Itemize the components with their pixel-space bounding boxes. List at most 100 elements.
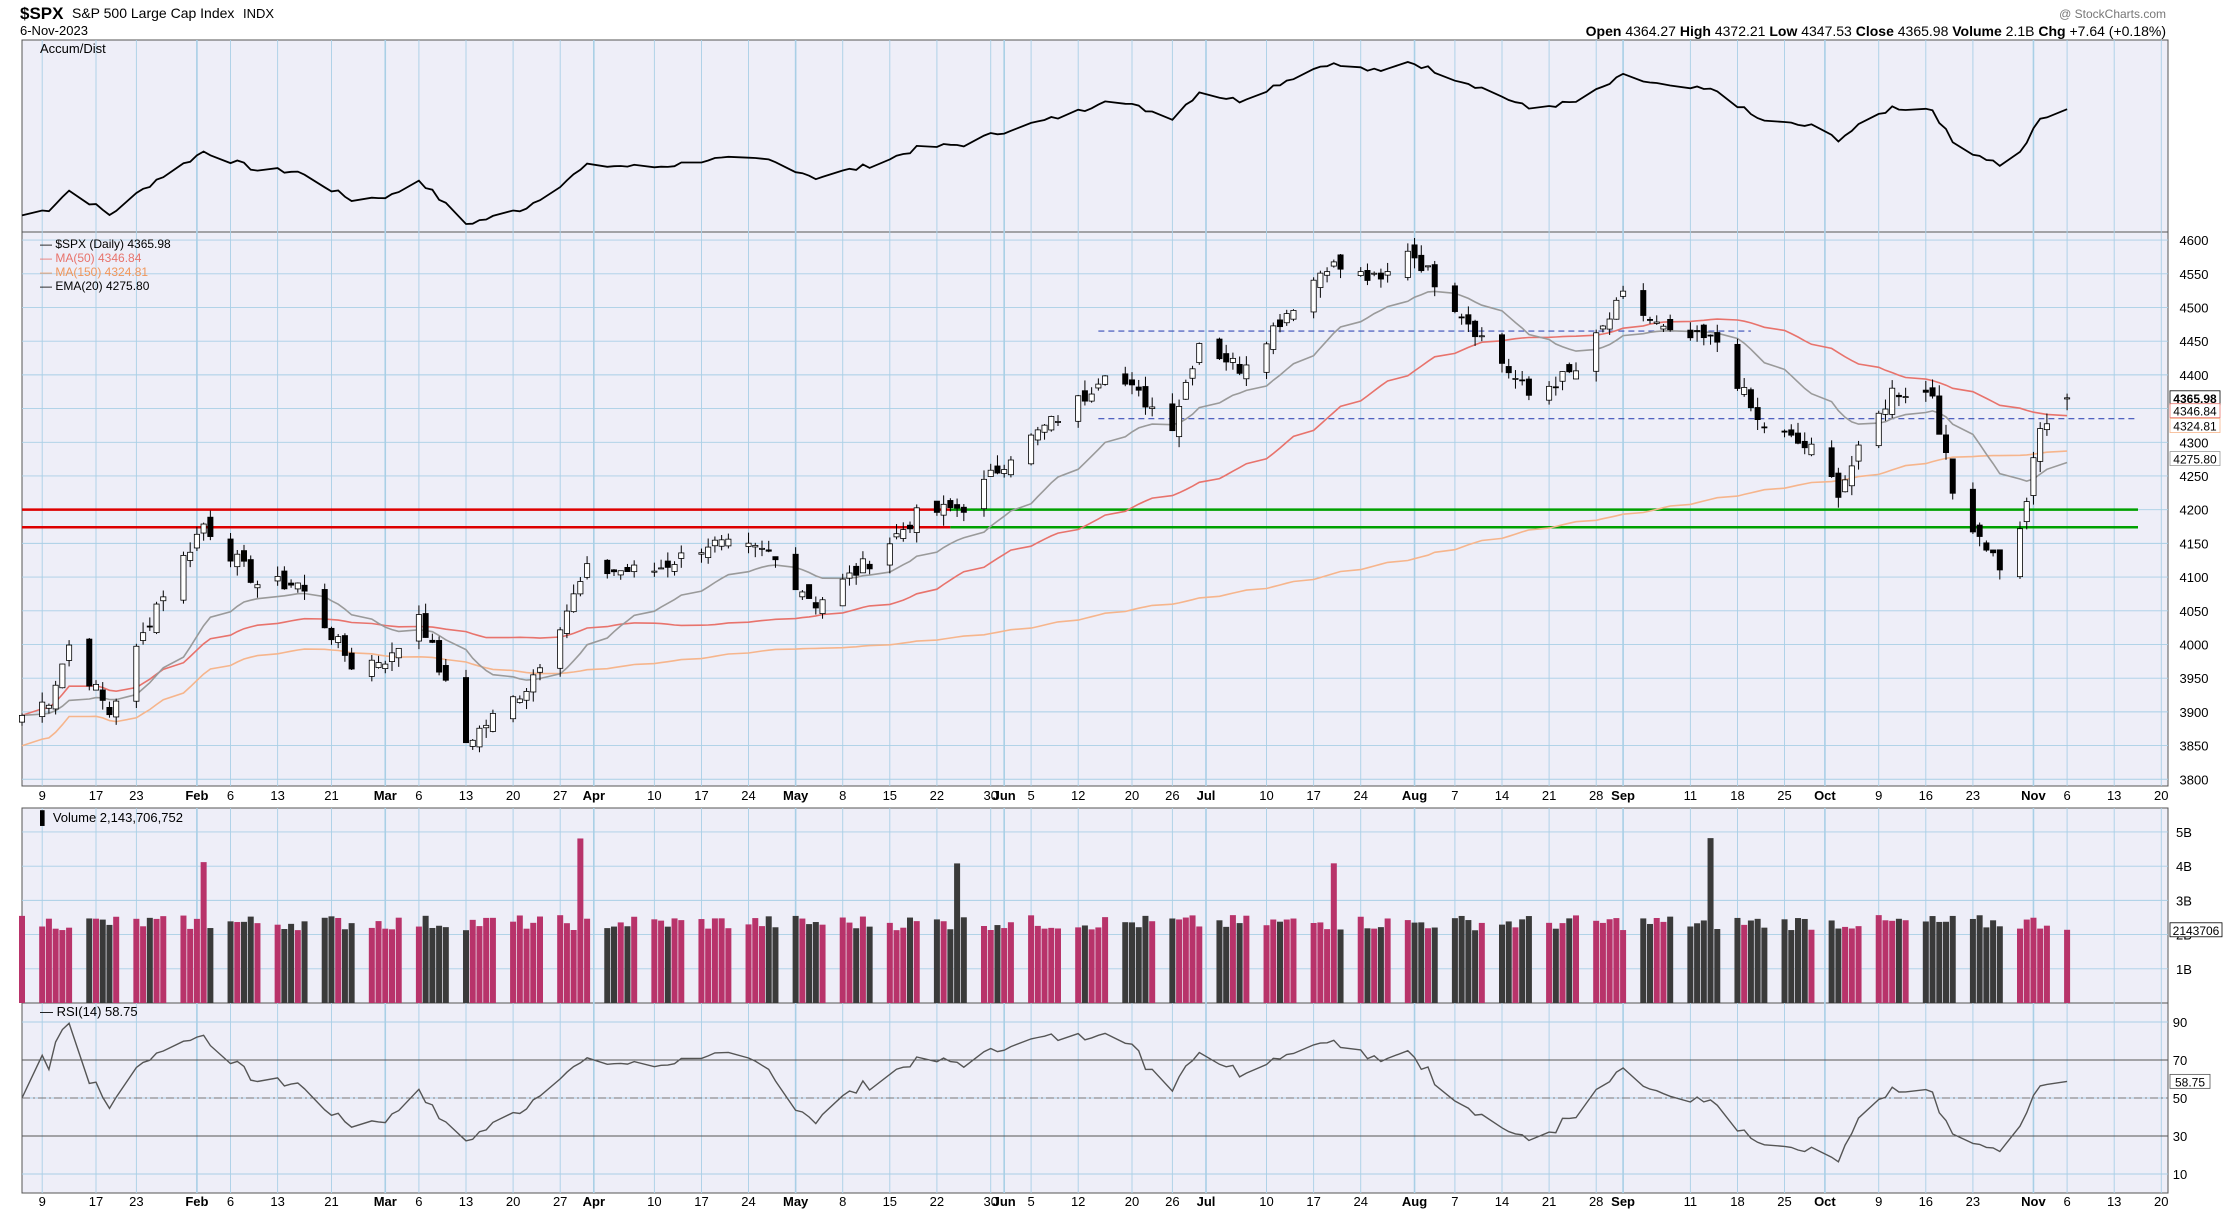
x-tick-label: 8 — [839, 1194, 846, 1209]
candle-body — [1969, 488, 1976, 533]
volume-bar — [1458, 915, 1465, 1003]
x-tick-label: 12 — [1071, 1194, 1085, 1209]
candle-body — [2064, 397, 2071, 400]
volume-bar — [341, 929, 348, 1003]
volume-bar — [1640, 918, 1647, 1003]
x-tick-label: 17 — [1306, 1194, 1320, 1209]
candle-body — [933, 500, 940, 513]
candle-body — [1055, 421, 1062, 423]
candle-body — [1620, 290, 1627, 297]
volume-bar — [1169, 918, 1176, 1003]
volume-bar — [375, 921, 382, 1003]
x-tick-label: Mar — [374, 788, 397, 803]
candle-body — [1418, 254, 1425, 272]
volume-bar — [1129, 922, 1135, 1003]
x-tick-label: 16 — [1919, 1194, 1933, 1209]
candle-body — [1196, 343, 1203, 363]
volume-bar — [45, 918, 52, 1003]
volume-bar — [994, 925, 1001, 1003]
volume-bar — [1512, 927, 1519, 1003]
volume-bar — [1122, 922, 1129, 1003]
x-tick-label: 14 — [1495, 1194, 1509, 1209]
volume-bar — [678, 920, 685, 1003]
volume-bar — [389, 929, 395, 1003]
candle-body — [1895, 394, 1902, 398]
volume-bar — [1007, 922, 1014, 1003]
volume-bar — [913, 921, 920, 1003]
legend-ema20: — EMA(20) 4275.80 — [40, 279, 150, 293]
rsi-tick-label: 50 — [2173, 1091, 2187, 1106]
candle-body — [1229, 357, 1236, 363]
candle-body — [947, 500, 954, 508]
volume-bar — [1243, 915, 1250, 1003]
candle-body — [819, 599, 826, 615]
volume-bar — [1613, 918, 1620, 1003]
price-right-label: 4275.80 — [2173, 453, 2217, 467]
volume-bar — [1559, 923, 1566, 1003]
candle-body — [711, 539, 718, 547]
volume-bar — [1404, 920, 1411, 1003]
candle-body — [1088, 393, 1095, 402]
volume-bar — [1949, 915, 1956, 1003]
candle-body — [1364, 270, 1371, 281]
volume-bar — [1889, 920, 1896, 1003]
candle-body — [1795, 432, 1802, 444]
volume-bar — [1895, 918, 1902, 1003]
candle-body — [1337, 254, 1344, 270]
price-tick-label: 4500 — [2180, 300, 2209, 315]
volume-bar — [335, 917, 342, 1003]
candle-body — [1283, 313, 1290, 324]
candle-body — [765, 549, 772, 552]
header-watermark: @ StockCharts.com — [2059, 7, 2166, 21]
candle-body — [1028, 434, 1035, 465]
candle-body — [113, 700, 120, 718]
quote-close-label: Close — [1852, 23, 1898, 39]
candle-body — [1512, 378, 1519, 380]
volume-bar — [806, 924, 813, 1003]
candle-body — [772, 556, 779, 561]
candle-body — [725, 538, 732, 547]
candle-body — [799, 591, 806, 598]
volume-bar — [1001, 928, 1008, 1003]
candle-body — [987, 469, 994, 477]
volume-bar — [1566, 918, 1573, 1003]
volume-bar — [1364, 928, 1371, 1003]
volume-bar — [954, 863, 961, 1003]
candle-body — [1041, 424, 1048, 433]
volume-bar — [1700, 920, 1707, 1003]
rsi-line — [21, 1022, 2068, 1163]
volume-bar — [752, 918, 759, 1003]
volume-bar — [476, 926, 483, 1003]
candle-body — [1142, 386, 1149, 408]
candle-body — [1875, 412, 1882, 447]
volume-bar — [711, 918, 718, 1003]
volume-bar — [2030, 917, 2037, 1003]
candle-body — [180, 555, 187, 601]
volume-bar — [671, 918, 678, 1003]
volume-bar — [1034, 925, 1041, 1003]
x-tick-label: 30 — [983, 788, 997, 803]
volume-bar — [227, 921, 234, 1003]
legend-ma50: — MA(50) 4346.84 — [40, 251, 142, 265]
volume-bar — [1189, 915, 1196, 1003]
candle-body — [1902, 396, 1909, 398]
candle-body — [294, 582, 301, 590]
candle-body — [207, 516, 214, 537]
volume-bar — [1606, 919, 1613, 1003]
price-tick-label: 4450 — [2180, 334, 2209, 349]
volume-bar — [1451, 918, 1458, 1003]
volume-bar — [294, 930, 301, 1003]
x-tick-label: Apr — [583, 1194, 605, 1209]
candle-body — [247, 559, 254, 583]
volume-bar — [187, 928, 194, 1003]
volume-bar — [1795, 918, 1801, 1003]
candle-body — [1687, 329, 1694, 339]
volume-bar — [819, 924, 826, 1003]
volume-bar — [207, 928, 214, 1003]
x-tick-label: 17 — [694, 1194, 708, 1209]
candle-body — [476, 727, 483, 748]
panel-ad-bg — [21, 39, 2169, 233]
volume-bar — [1075, 927, 1082, 1003]
volume-bar — [106, 924, 113, 1003]
candle-body — [1075, 395, 1082, 422]
